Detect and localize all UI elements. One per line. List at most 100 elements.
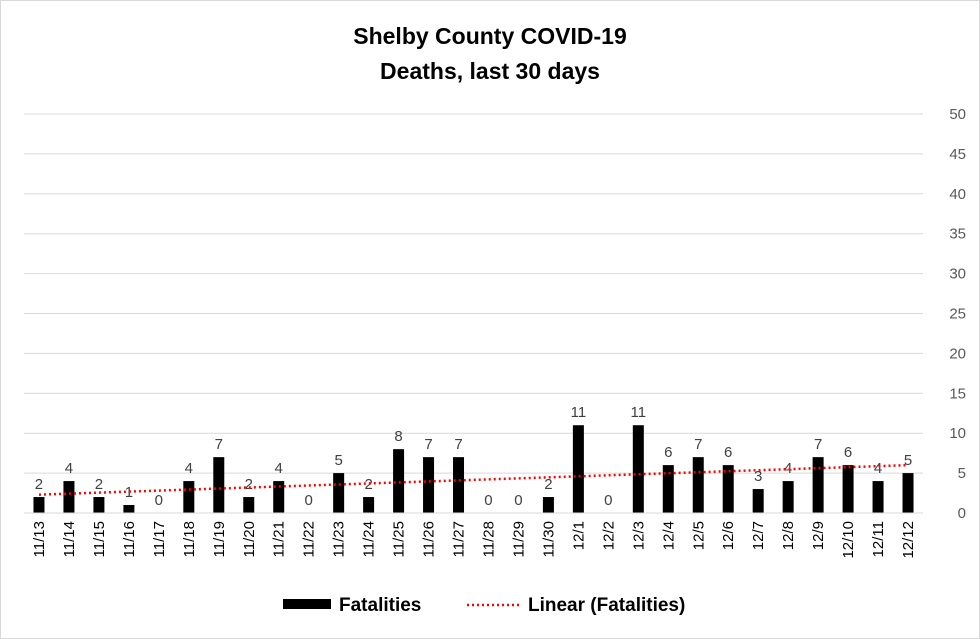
x-tick-label: 11/22	[301, 521, 318, 557]
x-tick-label: 12/1	[570, 521, 587, 550]
x-tick-label: 11/16	[121, 521, 138, 557]
y-tick-label: 30	[949, 266, 966, 283]
bar	[273, 481, 285, 513]
bar	[632, 425, 644, 513]
x-tick-label: 11/13	[31, 521, 48, 557]
data-label: 7	[454, 436, 462, 453]
x-tick-label: 12/10	[840, 521, 857, 559]
data-label: 5	[334, 452, 342, 469]
data-label: 0	[604, 492, 612, 509]
legend: Fatalities Linear (Fatalities)	[283, 595, 685, 616]
y-tick-label: 25	[949, 306, 966, 323]
x-tick-label: 11/27	[451, 521, 468, 557]
x-tick-label: 12/9	[810, 521, 827, 550]
y-tick-label: 0	[958, 505, 966, 522]
data-label: 4	[275, 460, 283, 477]
data-label: 7	[424, 436, 432, 453]
data-label: 4	[784, 460, 792, 477]
data-label: 8	[394, 428, 402, 445]
data-label: 4	[185, 460, 193, 477]
legend-label-linear: Linear (Fatalities)	[528, 595, 685, 616]
bar	[752, 489, 764, 513]
data-label: 7	[694, 436, 702, 453]
x-tick-label: 11/25	[391, 521, 408, 557]
bar	[93, 497, 105, 513]
data-label: 11	[571, 404, 587, 421]
y-tick-label: 5	[958, 465, 966, 482]
bar	[902, 473, 914, 513]
data-label: 6	[844, 444, 852, 461]
x-tick-label: 12/8	[780, 521, 797, 550]
data-labels: 2 4 2 1 0 4 7 2 4 0 5 2 8 7 7 0 0 2 11 0 11 6 7 6 3 4 7 6 4 5	[35, 404, 912, 509]
data-label: 2	[364, 476, 372, 493]
data-label: 7	[215, 436, 223, 453]
x-tick-label: 11/14	[61, 521, 78, 557]
x-tick-label: 12/4	[660, 521, 677, 550]
x-tick-label: 12/5	[690, 521, 707, 550]
bar	[812, 457, 824, 513]
x-tick-label: 11/20	[241, 521, 258, 557]
bar	[453, 457, 465, 513]
x-tick-label: 11/26	[421, 521, 438, 557]
bar	[722, 465, 734, 513]
legend-label-fatalities: Fatalities	[339, 595, 421, 616]
bar	[393, 449, 405, 513]
x-tick-label: 11/23	[331, 521, 348, 557]
data-label: 0	[514, 492, 522, 509]
x-tick-label: 12/7	[750, 521, 767, 550]
bar	[692, 457, 704, 513]
y-tick-label: 20	[949, 345, 966, 362]
data-label: 2	[544, 476, 552, 493]
trendline-linear	[38, 463, 909, 496]
x-tick-label: 11/28	[480, 521, 497, 557]
data-label: 2	[35, 476, 43, 493]
data-label: 0	[155, 492, 163, 509]
gridlines	[24, 113, 923, 474]
data-label: 6	[724, 444, 732, 461]
bar	[542, 497, 554, 513]
bar	[782, 481, 794, 513]
data-label: 0	[484, 492, 492, 509]
x-axis-ticks: 11/13 11/14 11/15 11/16 11/17 11/18 11/19 11/20…	[31, 521, 917, 559]
y-tick-label: 10	[949, 425, 966, 442]
data-label: 3	[754, 468, 762, 485]
bar	[213, 457, 225, 513]
data-label: 4	[874, 460, 882, 477]
x-tick-label: 12/6	[720, 521, 737, 550]
y-tick-label: 40	[949, 186, 966, 203]
data-label: 2	[245, 476, 253, 493]
x-tick-label: 11/19	[211, 521, 228, 557]
bar	[423, 457, 435, 513]
x-tick-label: 11/30	[540, 521, 557, 557]
x-tick-label: 11/15	[91, 521, 108, 557]
bar	[872, 481, 884, 513]
x-tick-label: 11/21	[271, 521, 288, 557]
bar	[333, 473, 345, 513]
x-tick-label: 12/3	[630, 521, 647, 550]
y-tick-label: 15	[949, 385, 966, 402]
chart-title-line-1: Shelby County COVID-19	[353, 23, 626, 49]
bar	[243, 497, 255, 513]
legend-swatch-fatalities	[283, 599, 331, 609]
y-tick-label: 45	[949, 146, 966, 163]
x-tick-label: 12/2	[600, 521, 617, 550]
chart-title-line-2: Deaths, last 30 days	[380, 58, 600, 84]
bar	[662, 465, 674, 513]
x-tick-label: 11/29	[510, 521, 527, 557]
bar	[842, 465, 854, 513]
bar	[183, 481, 195, 513]
x-tick-label: 11/17	[151, 521, 168, 557]
x-tick-label: 12/11	[870, 521, 887, 557]
data-label: 5	[904, 452, 912, 469]
data-label: 1	[125, 484, 133, 501]
bar	[572, 425, 584, 513]
data-label: 11	[631, 404, 647, 421]
bar	[363, 497, 375, 513]
bar	[123, 505, 135, 513]
y-tick-label: 35	[949, 226, 966, 243]
x-tick-label: 11/18	[181, 521, 198, 557]
y-tick-label: 50	[949, 106, 966, 123]
bar	[63, 481, 75, 513]
